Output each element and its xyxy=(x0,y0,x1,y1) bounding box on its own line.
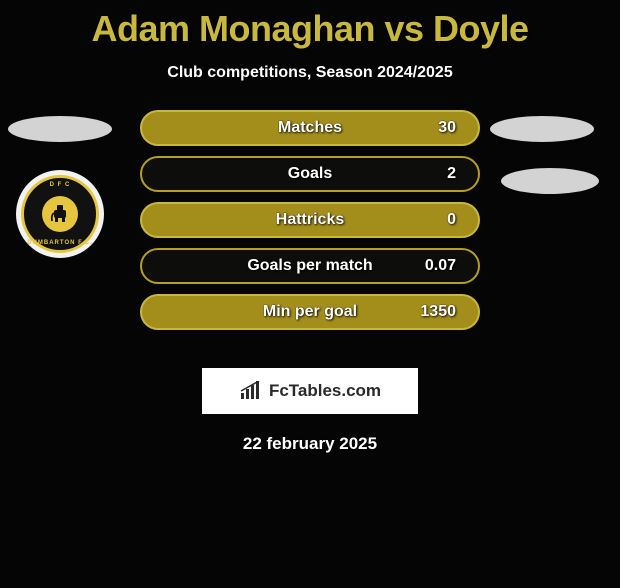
stat-label: Matches xyxy=(278,119,342,137)
stat-value: 0 xyxy=(447,211,456,229)
stat-bar: Hattricks 0 xyxy=(140,202,480,238)
subtitle: Club competitions, Season 2024/2025 xyxy=(0,64,620,82)
stat-value: 1350 xyxy=(420,303,456,321)
stat-bar: Goals 2 xyxy=(140,156,480,192)
stat-bar: Matches 30 xyxy=(140,110,480,146)
stat-bar: Min per goal 1350 xyxy=(140,294,480,330)
page-title: Adam Monaghan vs Doyle xyxy=(0,8,620,50)
date-label: 22 february 2025 xyxy=(0,434,620,454)
stat-row: Min per goal 1350 xyxy=(0,294,620,340)
stat-value: 0.07 xyxy=(425,257,456,275)
bar-chart-icon xyxy=(239,381,263,401)
stats-panel: D F C DUMBARTON F.C. Matches30Goals2Hatt… xyxy=(0,110,620,340)
stat-row: Hattricks 0 xyxy=(0,202,620,248)
stat-bar: Goals per match 0.07 xyxy=(140,248,480,284)
logo-text: FcTables.com xyxy=(269,381,381,401)
stat-row: Goals 2 xyxy=(0,156,620,202)
fctables-logo-box: FcTables.com xyxy=(202,368,418,414)
stat-label: Goals xyxy=(288,165,332,183)
stat-label: Goals per match xyxy=(247,257,372,275)
stat-row: Goals per match 0.07 xyxy=(0,248,620,294)
stat-value: 2 xyxy=(447,165,456,183)
stat-value: 30 xyxy=(438,119,456,137)
stat-rows: Matches 30 Goals 2 Hattricks 0 Goals per match… xyxy=(0,110,620,340)
stat-label: Hattricks xyxy=(276,211,344,229)
stat-label: Min per goal xyxy=(263,303,357,321)
stat-row: Matches 30 xyxy=(0,110,620,156)
